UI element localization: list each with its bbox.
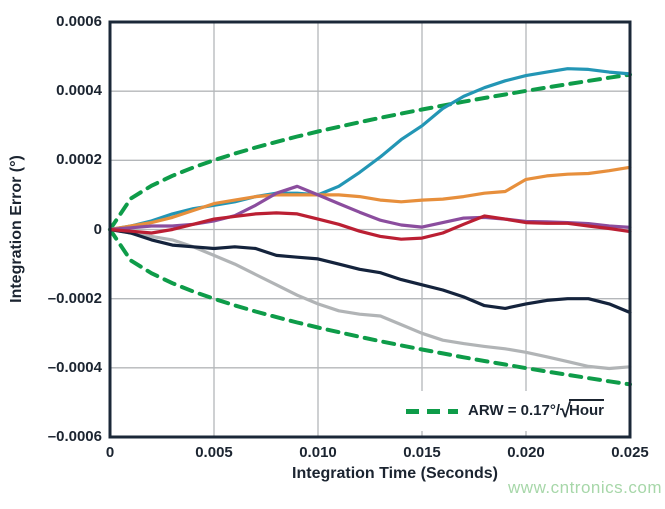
y-tick-label: 0.0002 bbox=[56, 151, 102, 169]
y-tick-label: 0.0006 bbox=[56, 13, 102, 30]
legend: ARW = 0.17°/√Hour bbox=[400, 391, 626, 431]
y-tick-label: –0.0006 bbox=[47, 428, 102, 445]
x-tick-label: 0.005 bbox=[195, 444, 233, 461]
y-tick-label: –0.0002 bbox=[47, 289, 102, 307]
series-line-arw-envelope-lower bbox=[108, 227, 632, 387]
series-line-gyro-navy bbox=[108, 227, 632, 315]
series-line-gyro-teal bbox=[108, 67, 632, 232]
plot-border bbox=[108, 20, 632, 439]
y-axis-title: Integration Error (°) bbox=[8, 155, 25, 303]
series-line-arw-envelope-upper bbox=[108, 72, 632, 232]
x-axis-title: Integration Time (Seconds) bbox=[292, 465, 498, 482]
square-root-symbol: √ bbox=[560, 399, 571, 422]
series-line-gyro-orange bbox=[108, 165, 632, 232]
arw-dashed-line-sample bbox=[406, 408, 458, 414]
x-tick-label: 0.025 bbox=[611, 444, 649, 461]
series-line-gyro-red bbox=[108, 211, 632, 241]
x-tick-label: 0.010 bbox=[299, 444, 337, 461]
y-tick-label: –0.0004 bbox=[47, 358, 102, 376]
arw-legend-label: ARW = 0.17°/√Hour bbox=[468, 398, 604, 423]
x-tick-label: 0 bbox=[105, 444, 115, 461]
square-root-argument: Hour bbox=[569, 398, 604, 419]
x-tick-label: 0.020 bbox=[507, 444, 545, 461]
y-tick-label: 0 bbox=[93, 220, 102, 238]
watermark: www.cntronics.com bbox=[508, 478, 662, 497]
x-tick-label: 0.015 bbox=[403, 444, 441, 461]
arw-legend-prefix: ARW = 0.17°/ bbox=[468, 401, 561, 419]
y-tick-label: 0.0004 bbox=[56, 82, 102, 100]
